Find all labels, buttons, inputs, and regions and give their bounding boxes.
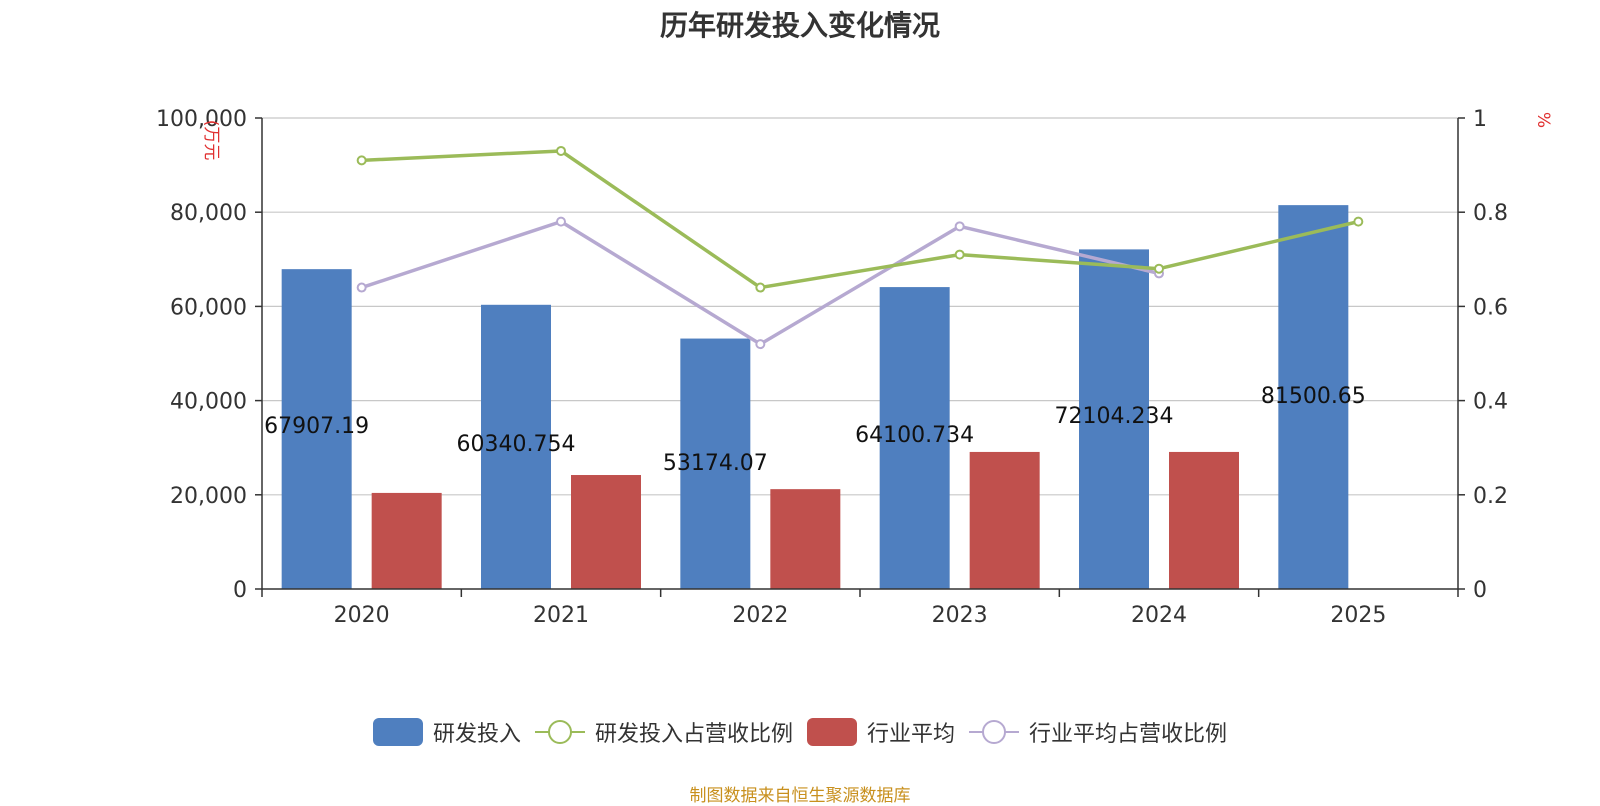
bar-industry-2020 (371, 492, 442, 589)
point-rd-ratio-2023 (954, 249, 965, 260)
data-label-rd-2021: 60340.754 (457, 432, 576, 457)
x-tick-label-2024: 2024 (1131, 603, 1187, 628)
point-industry-ratio-2023 (954, 221, 965, 232)
data-labels: 67907.19 60340.754 53174.07 64100.734 72104.… (264, 384, 1366, 476)
y-right-axis-label: % (1533, 112, 1553, 128)
y-right-tick-label: 0.4 (1473, 390, 1508, 415)
y-left-tick-label: 0 (233, 578, 247, 603)
legend-item-industry-ratio[interactable]: 行业平均占营收比例 (969, 716, 1227, 748)
point-rd-ratio-2025 (1353, 216, 1364, 227)
y-left-tick-label: 20,000 (170, 484, 247, 509)
y-right-tick-label: 1 (1473, 107, 1487, 132)
bar-rd-2025 (1278, 205, 1349, 589)
legend-item-industry[interactable]: 行业平均 (807, 716, 955, 748)
legend-swatch-industry (807, 718, 857, 746)
data-label-rd-2024: 72104.234 (1055, 404, 1174, 429)
legend-label-industry-ratio: 行业平均占营收比例 (1029, 722, 1228, 747)
y-left-tick-label: 40,000 (170, 390, 247, 415)
y-right-tick-label: 0.8 (1473, 201, 1508, 226)
legend-swatch-rd-ratio (534, 718, 585, 746)
x-tick-label-2020: 2020 (334, 603, 390, 628)
data-label-rd-2022: 53174.07 (663, 451, 768, 476)
bar-industry-2021 (571, 475, 641, 589)
point-rd-ratio-2022 (755, 282, 766, 293)
bar-rd-2021 (481, 304, 551, 589)
legend-label-rd: 研发投入 (432, 722, 521, 747)
axes: 0 20,000 40,000 60,000 80,000 100,000 0 0.2 0.4 0… (156, 107, 1553, 628)
point-industry-ratio-2020 (356, 282, 367, 293)
legend-swatch-industry-ratio (969, 718, 1020, 746)
legend-label-rd-ratio: 研发投入占营收比例 (594, 722, 793, 747)
x-tick-label-2023: 2023 (932, 603, 988, 628)
x-tick-label-2021: 2021 (533, 603, 589, 628)
y-left-tick-label: 80,000 (170, 201, 247, 226)
data-label-rd-2025: 81500.65 (1261, 384, 1366, 409)
y-right-tick-label: 0 (1473, 578, 1487, 603)
point-rd-ratio-2020 (356, 155, 367, 166)
ratio-lines (356, 145, 1364, 350)
legend-item-rd-ratio[interactable]: 研发投入占营收比例 (534, 716, 793, 748)
source-footer: 制图数据来自恒生聚源数据库 (689, 786, 911, 806)
chart-title: 历年研发投入变化情况 (659, 9, 940, 42)
bar-rd-2024 (1079, 249, 1149, 590)
grid-lines (262, 117, 1458, 496)
line-rd-ratio (361, 149, 1359, 290)
point-industry-ratio-2021 (556, 216, 566, 227)
bar-industry-2022 (770, 489, 841, 589)
y-right-tick-label: 0.2 (1473, 484, 1508, 509)
legend-item-rd[interactable]: 研发投入 (372, 716, 521, 748)
x-tick-label-2022: 2022 (732, 603, 788, 628)
bars (281, 205, 1349, 590)
y-left-tick-label: 60,000 (170, 295, 247, 320)
point-rd-ratio-2021 (556, 145, 566, 156)
data-label-rd-2023: 64100.734 (855, 423, 974, 448)
bar-industry-2023 (969, 451, 1040, 589)
legend-swatch-rd (372, 718, 423, 746)
point-rd-ratio-2024 (1154, 263, 1164, 274)
bar-industry-2024 (1169, 451, 1239, 589)
legend: 研发投入 研发投入占营收比例 行业平均 行业平均占营收比例 (0, 716, 1600, 748)
point-industry-ratio-2022 (755, 339, 766, 350)
bar-rd-2023 (879, 287, 950, 589)
bar-rd-2020 (281, 269, 352, 589)
legend-label-industry: 行业平均 (867, 722, 956, 747)
y-left-tick-label: 100,000 (156, 107, 247, 132)
y-right-tick-label: 0.6 (1473, 295, 1508, 320)
data-label-rd-2020: 67907.19 (264, 414, 369, 439)
bar-rd-2022 (680, 338, 751, 589)
y-left-axis-label: (万元 (201, 120, 221, 161)
x-tick-label-2025: 2025 (1330, 603, 1386, 628)
